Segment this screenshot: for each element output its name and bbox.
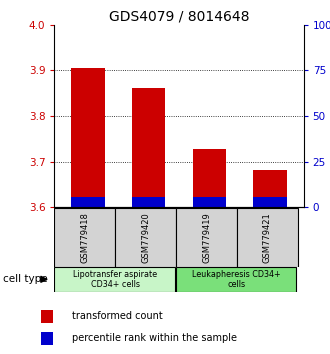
Title: GDS4079 / 8014648: GDS4079 / 8014648 <box>109 10 249 24</box>
Bar <box>115 208 176 267</box>
Bar <box>253 170 287 207</box>
Bar <box>54 208 116 267</box>
Bar <box>253 197 287 207</box>
Bar <box>54 267 175 292</box>
Bar <box>176 208 237 267</box>
Text: cell type: cell type <box>3 274 48 284</box>
Bar <box>41 310 53 323</box>
Text: Lipotransfer aspirate
CD34+ cells: Lipotransfer aspirate CD34+ cells <box>73 270 157 289</box>
Text: GSM779419: GSM779419 <box>202 212 211 263</box>
Bar <box>193 197 226 207</box>
Bar <box>176 267 296 292</box>
Text: percentile rank within the sample: percentile rank within the sample <box>73 333 238 343</box>
Text: Leukapheresis CD34+
cells: Leukapheresis CD34+ cells <box>192 270 281 289</box>
Bar <box>41 332 53 345</box>
Text: transformed count: transformed count <box>73 312 163 321</box>
Bar <box>237 208 298 267</box>
Bar <box>132 88 165 207</box>
Text: GSM779418: GSM779418 <box>81 212 89 263</box>
Bar <box>132 197 165 207</box>
Bar <box>71 68 105 207</box>
Bar <box>71 197 105 207</box>
Text: GSM779421: GSM779421 <box>263 212 272 263</box>
Bar <box>193 149 226 207</box>
Text: GSM779420: GSM779420 <box>141 212 150 263</box>
